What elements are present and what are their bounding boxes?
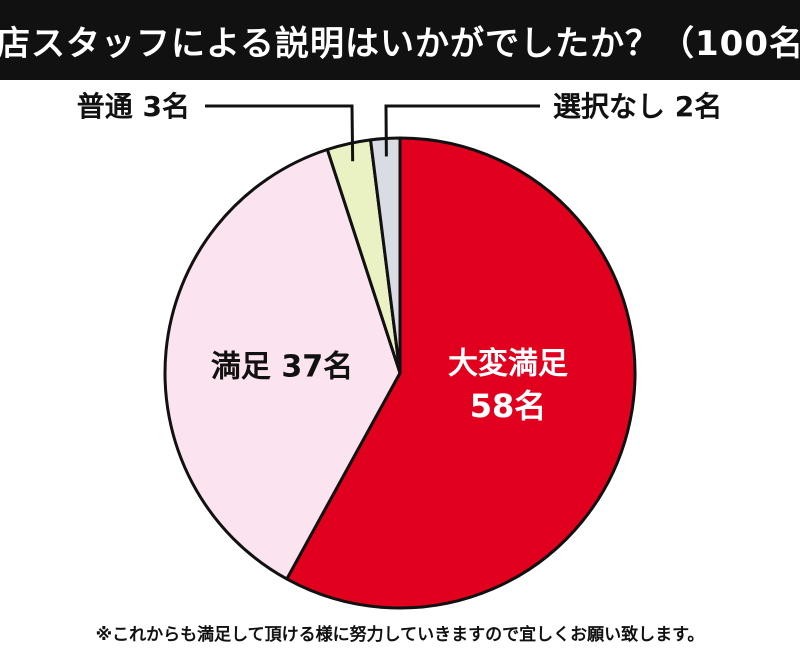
footnote: ※これからも満足して頂ける様に努力していきますので宜しくお願い致します。 — [95, 625, 705, 645]
pie-slice-1 — [285, 136, 637, 610]
leader-line-futsu — [205, 104, 355, 162]
slice-label-manzoku: 満足 37名 — [211, 350, 353, 385]
chart-title: 当店スタッフによる説明はいかがでしたか？（100名） — [0, 23, 800, 64]
pie-slice-2 — [163, 148, 402, 581]
slice-label-daihen-manzoku-name: 大変満足 — [448, 347, 568, 382]
title-bar: 当店スタッフによる説明はいかがでしたか？（100名） — [0, 0, 800, 80]
slice-label-sentaku-nashi: 選択なし 2名 — [553, 90, 722, 123]
slice-label-daihen-manzoku-value: 58名 — [470, 387, 547, 425]
leader-line-sentaku-nashi — [384, 104, 540, 157]
slice-label-futsu: 普通 3名 — [77, 90, 190, 123]
